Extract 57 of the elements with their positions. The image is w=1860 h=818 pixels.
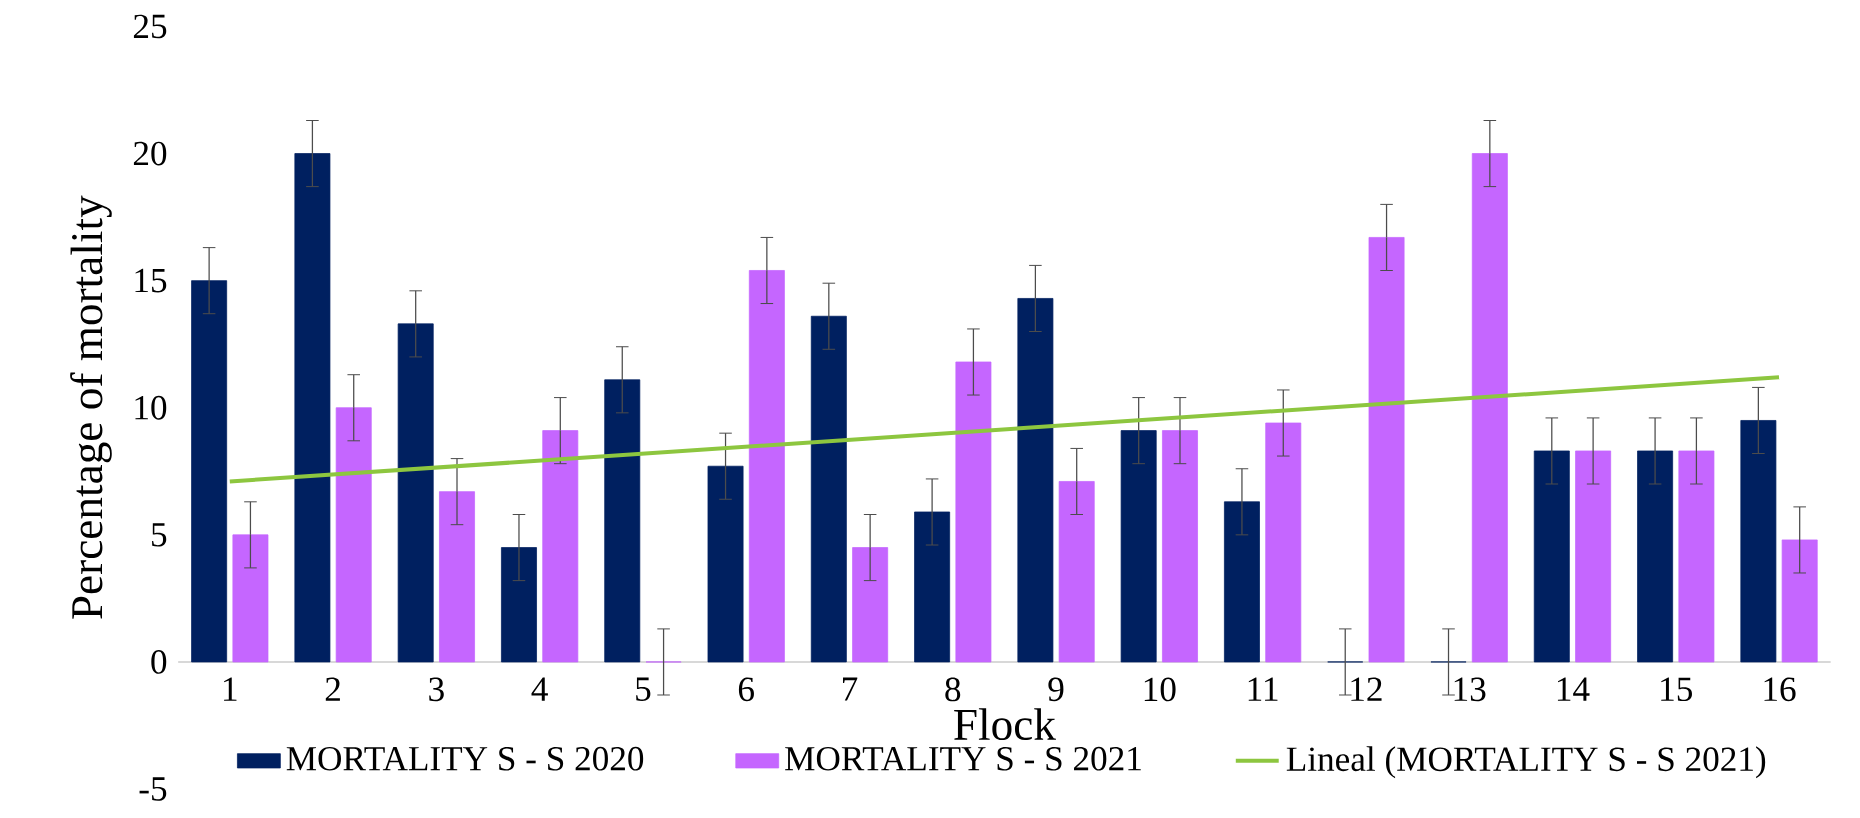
bar — [1017, 297, 1054, 663]
y-tick-label: 15 — [135, 268, 167, 293]
legend-label: MORTALITY S - S 2021 — [785, 746, 1141, 771]
y-tick-label: 10 — [135, 395, 167, 420]
bar — [604, 379, 641, 663]
bar — [1781, 539, 1818, 663]
bar — [294, 152, 331, 663]
x-tick-label: 11 — [1248, 677, 1278, 701]
bar — [1120, 430, 1157, 663]
bar — [1678, 450, 1715, 663]
bar — [397, 323, 434, 663]
x-tick-label: 6 — [738, 677, 754, 702]
bar — [1575, 450, 1612, 663]
bar — [335, 407, 372, 663]
bar — [810, 315, 847, 663]
x-tick-label: 15 — [1661, 677, 1692, 701]
bar — [852, 546, 889, 663]
x-tick-label: 14 — [1557, 677, 1590, 701]
bar — [439, 491, 475, 663]
y-tick-label: 5 — [152, 522, 167, 547]
legend-label: MORTALITY S - S 2020 — [286, 746, 644, 771]
y-tick-label: -5 — [139, 777, 167, 801]
bar — [191, 280, 228, 663]
y-tick-label: 20 — [133, 141, 167, 166]
x-tick-label: 16 — [1764, 677, 1796, 702]
y-axis-title: Percentage of mortality — [70, 195, 112, 619]
bar — [1058, 480, 1095, 663]
x-tick-label: 9 — [1048, 677, 1064, 702]
y-tick-label: 25 — [133, 14, 167, 39]
bar — [1740, 419, 1777, 663]
bar — [914, 511, 951, 663]
x-tick-label: 8 — [945, 677, 961, 702]
bar — [1471, 152, 1508, 663]
bar — [542, 430, 579, 663]
x-tick-label: 7 — [843, 677, 858, 701]
bar — [1368, 236, 1405, 663]
x-axis-title: Flock — [954, 708, 1056, 740]
bar — [501, 546, 537, 663]
x-tick-label: 5 — [636, 677, 651, 701]
x-tick-label: 2 — [325, 677, 340, 701]
legend-label: Lineal (MORTALITY S - S 2021) — [1286, 746, 1766, 779]
bar — [955, 361, 992, 663]
x-tick-label: 3 — [429, 677, 444, 702]
bar — [1637, 450, 1674, 663]
bar — [232, 534, 269, 663]
x-tick-label: 10 — [1144, 677, 1176, 702]
bar — [1162, 430, 1198, 663]
x-tick-label: 12 — [1351, 677, 1382, 701]
y-tick-label: 0 — [151, 649, 167, 674]
x-tick-label: 13 — [1454, 677, 1486, 702]
bar — [707, 465, 744, 663]
x-tick-label: 4 — [531, 677, 548, 701]
bar — [1533, 450, 1570, 663]
bar — [748, 269, 785, 663]
bar — [1265, 422, 1302, 663]
bar — [1224, 501, 1260, 663]
x-tick-label: 1 — [224, 677, 237, 701]
